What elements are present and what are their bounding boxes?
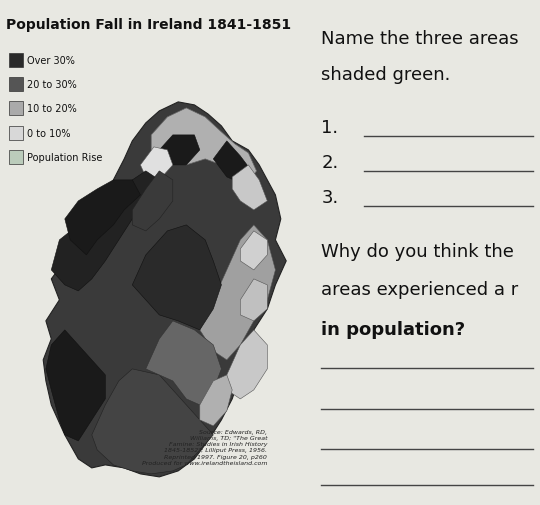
Text: Source: Edwards, RD,
Williams, TD; "The Great
Famine: Studies in Irish History
1: Source: Edwards, RD, Williams, TD; "The … bbox=[142, 429, 267, 465]
Text: Population Rise: Population Rise bbox=[27, 153, 103, 163]
Polygon shape bbox=[232, 166, 267, 211]
Text: in population?: in population? bbox=[321, 321, 465, 339]
Text: Why do you think the: Why do you think the bbox=[321, 242, 514, 261]
Polygon shape bbox=[65, 180, 140, 256]
Polygon shape bbox=[132, 225, 221, 330]
Text: 0 to 10%: 0 to 10% bbox=[27, 128, 71, 138]
Polygon shape bbox=[132, 172, 173, 231]
Polygon shape bbox=[227, 330, 267, 399]
Text: 2.: 2. bbox=[321, 154, 339, 172]
Text: shaded green.: shaded green. bbox=[321, 66, 451, 84]
Polygon shape bbox=[159, 136, 200, 166]
Polygon shape bbox=[213, 141, 254, 183]
Polygon shape bbox=[51, 172, 159, 291]
Text: Over 30%: Over 30% bbox=[27, 56, 75, 66]
Polygon shape bbox=[46, 330, 105, 441]
Polygon shape bbox=[146, 321, 221, 405]
FancyBboxPatch shape bbox=[9, 78, 23, 92]
FancyBboxPatch shape bbox=[9, 126, 23, 140]
Polygon shape bbox=[43, 103, 286, 477]
Text: Population Fall in Ireland 1841-1851: Population Fall in Ireland 1841-1851 bbox=[6, 18, 291, 32]
Polygon shape bbox=[240, 279, 267, 321]
Text: 3.: 3. bbox=[321, 189, 339, 207]
Text: 10 to 20%: 10 to 20% bbox=[27, 104, 77, 114]
Polygon shape bbox=[200, 375, 232, 426]
Polygon shape bbox=[200, 225, 275, 360]
Polygon shape bbox=[151, 109, 256, 183]
FancyBboxPatch shape bbox=[9, 54, 23, 68]
FancyBboxPatch shape bbox=[9, 150, 23, 165]
Polygon shape bbox=[140, 147, 173, 180]
Text: 20 to 30%: 20 to 30% bbox=[27, 80, 77, 90]
FancyBboxPatch shape bbox=[9, 102, 23, 116]
Text: 1.: 1. bbox=[321, 118, 339, 136]
Text: areas experienced a r: areas experienced a r bbox=[321, 280, 518, 298]
Polygon shape bbox=[240, 231, 267, 270]
Polygon shape bbox=[92, 369, 213, 474]
Text: Name the three areas: Name the three areas bbox=[321, 30, 519, 48]
